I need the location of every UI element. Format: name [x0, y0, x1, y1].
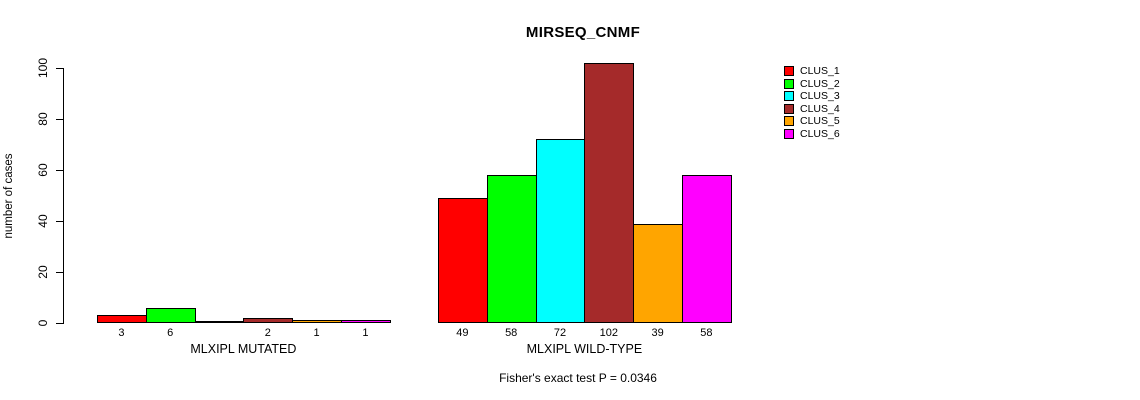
- y-tick-label: 80: [36, 112, 50, 126]
- bar-value-label: 3: [118, 327, 125, 339]
- legend-label: CLUS_6: [800, 127, 840, 140]
- y-tick-mark: [56, 119, 63, 120]
- y-tick-label: 40: [36, 214, 50, 228]
- y-axis-label: number of cases: [3, 153, 15, 239]
- bar-value-label: 1: [313, 327, 320, 339]
- group-label-2: MLXIPL WILD-TYPE: [526, 342, 643, 356]
- bar-value-label: 58: [505, 327, 518, 339]
- legend-swatch-icon: [784, 91, 794, 101]
- y-tick-mark: [56, 323, 63, 324]
- bar-clus_5-group2: [633, 224, 683, 323]
- bar-clus_4-group2: [584, 63, 635, 323]
- bar-value-label: 58: [700, 327, 713, 339]
- y-tick-label: 100: [36, 57, 50, 79]
- y-tick-mark: [56, 170, 63, 171]
- legend-label: CLUS_1: [800, 65, 840, 77]
- bar-clus_3-group1: [194, 321, 245, 323]
- bar-clus_4-group1: [243, 318, 294, 323]
- y-tick-label: 0: [36, 319, 50, 327]
- bar-value-label: 1: [362, 327, 369, 339]
- chart-title: MIRSEQ_CNMF: [525, 24, 641, 41]
- y-tick-mark: [56, 221, 63, 222]
- group-label-1: MLXIPL MUTATED: [190, 342, 297, 356]
- bar-value-label: 2: [264, 327, 271, 339]
- y-tick-label: 60: [36, 163, 50, 177]
- legend-swatch-icon: [784, 66, 794, 76]
- legend-label: CLUS_5: [800, 115, 840, 127]
- fisher-test-footnote: Fisher's exact test P = 0.0346: [499, 371, 657, 385]
- bar-clus_1-group1: [97, 315, 147, 323]
- bar-clus_5-group1: [292, 320, 342, 323]
- bar-clus_2-group1: [145, 308, 196, 323]
- y-tick-mark: [56, 68, 63, 69]
- legend-label: CLUS_3: [800, 90, 840, 102]
- bar-value-label: 49: [456, 327, 469, 339]
- legend-swatch-icon: [784, 116, 794, 126]
- bar-clus_1-group2: [438, 198, 488, 323]
- legend-swatch-icon: [784, 103, 794, 114]
- bar-value-label: 6: [167, 327, 174, 339]
- legend-swatch-icon: [784, 78, 794, 89]
- bar-clus_6-group2: [682, 175, 732, 323]
- legend-label: CLUS_2: [800, 77, 840, 90]
- bar-clus_2-group2: [486, 175, 537, 323]
- bar-value-label: 72: [553, 327, 567, 339]
- bar-value-label: 102: [599, 327, 618, 339]
- bar-clus_3-group2: [535, 139, 586, 323]
- bar-clus_6-group1: [341, 320, 391, 323]
- y-axis: [63, 68, 64, 324]
- y-tick-label: 20: [36, 265, 50, 279]
- bar-value-label: 39: [651, 327, 664, 339]
- y-tick-mark: [56, 272, 63, 273]
- legend-swatch-icon: [784, 128, 794, 139]
- legend-label: CLUS_4: [800, 102, 840, 115]
